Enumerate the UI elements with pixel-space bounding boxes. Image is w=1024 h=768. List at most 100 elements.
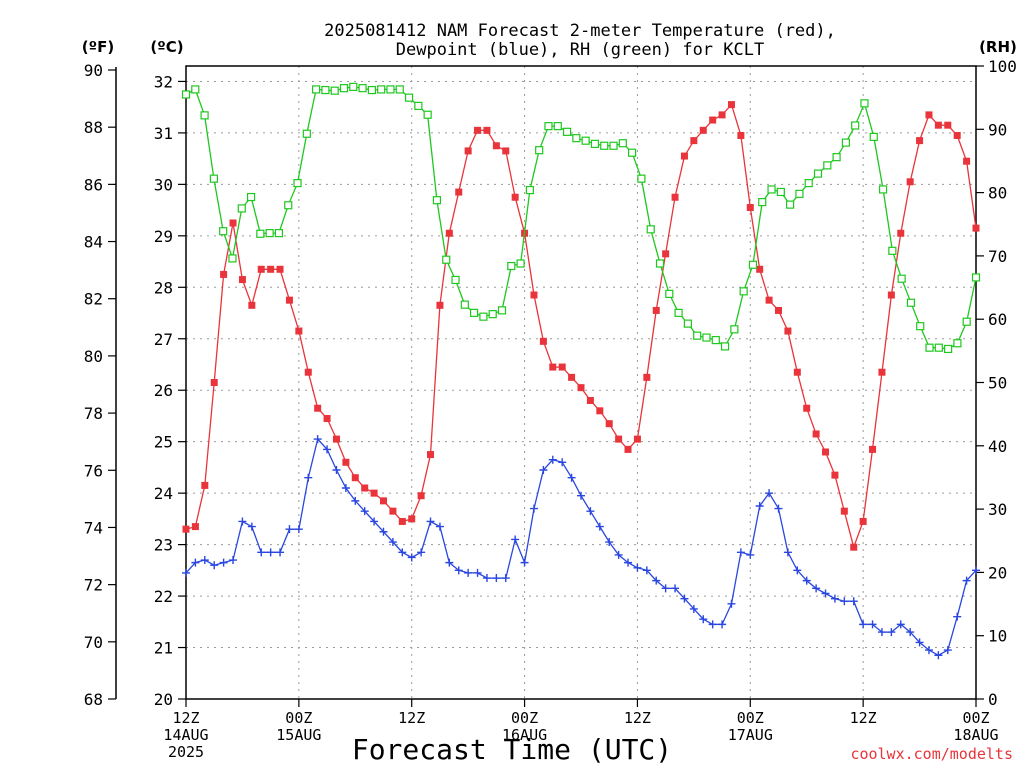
rh-point	[628, 148, 637, 157]
rh-point	[525, 185, 534, 195]
rh-tick-label: 100	[988, 57, 1017, 76]
x-tick-label: 14AUG	[163, 726, 208, 744]
rh-point	[897, 274, 906, 283]
temperature-point	[445, 229, 453, 237]
rh-point	[711, 335, 720, 345]
dewpoint-point	[924, 646, 933, 655]
rh-point	[386, 85, 395, 94]
temperature-point	[380, 497, 387, 505]
celsius-tick-label: 25	[154, 433, 173, 452]
rh-point	[739, 287, 748, 296]
temperature-point	[210, 379, 218, 386]
temperature-point	[869, 445, 877, 453]
dewpoint-point	[689, 604, 698, 613]
dewpoint-point	[464, 568, 473, 577]
temperature-point	[238, 276, 246, 284]
temperature-point	[549, 363, 557, 371]
rh-point	[841, 138, 850, 147]
celsius-unit-label: (ºC)	[150, 38, 183, 56]
rh-point	[637, 174, 646, 183]
chart-title-line1: 2025081412 NAM Forecast 2-meter Temperat…	[324, 21, 836, 41]
rh-point	[776, 187, 785, 197]
dewpoint-point	[840, 597, 849, 606]
temperature-point	[615, 435, 623, 443]
temperature-point	[812, 430, 820, 438]
dewpoint-point	[379, 527, 388, 536]
rh-point	[767, 185, 776, 194]
celsius-tick-label: 30	[154, 175, 173, 194]
temperature-point	[427, 451, 435, 459]
dewpoint-point	[934, 651, 943, 660]
temperature-point	[596, 407, 604, 415]
temperature-point	[586, 397, 594, 405]
temperature-point	[887, 291, 895, 299]
rh-point	[618, 139, 627, 148]
rh-point	[367, 85, 376, 95]
rh-point	[544, 122, 553, 131]
dewpoint-point	[633, 563, 642, 572]
rh-point	[507, 261, 516, 271]
rh-point	[906, 298, 916, 307]
rh-point	[414, 101, 423, 110]
rh-point	[442, 255, 451, 264]
dewpoint-point	[294, 525, 303, 534]
rh-point	[683, 319, 692, 328]
rh-point	[432, 196, 442, 205]
temperature-point	[840, 507, 848, 515]
rh-point	[888, 246, 897, 255]
x-tick-label: 00Z	[962, 709, 989, 727]
dewpoint-point	[614, 550, 623, 559]
grid-lines	[186, 66, 976, 699]
dewpoint-point	[219, 558, 228, 567]
dewpoint-point	[680, 594, 689, 603]
rh-point	[869, 132, 878, 141]
temperature-point	[492, 142, 500, 150]
rh-point	[590, 139, 600, 148]
temperature-point	[709, 116, 717, 124]
x-tick-label: 15AUG	[276, 726, 321, 744]
temperature-point	[568, 373, 576, 381]
rh-point	[274, 229, 284, 238]
dewpoint-point	[426, 517, 435, 526]
celsius-tick-label: 22	[154, 587, 173, 606]
temperature-point	[314, 404, 322, 412]
temperature-point	[765, 296, 773, 304]
rh-tick-label: 60	[988, 310, 1007, 329]
dewpoint-point	[247, 522, 256, 531]
temperature-point	[878, 368, 886, 376]
temperature-point	[408, 515, 416, 523]
dewpoint-point	[896, 620, 905, 629]
dewpoint-point	[708, 620, 717, 629]
fahrenheit-tick-label: 72	[84, 576, 103, 595]
x-tick-label: 00Z	[737, 709, 764, 727]
dewpoint-point	[821, 589, 830, 598]
rh-point	[395, 85, 404, 94]
temperature-point	[389, 507, 397, 515]
dewpoint-series	[182, 435, 980, 660]
dewpoint-point	[398, 548, 407, 557]
rh-point	[293, 179, 302, 188]
rh-point	[609, 141, 618, 150]
temperature-point	[850, 543, 858, 551]
dewpoint-point	[972, 566, 980, 575]
rh-point	[730, 325, 739, 334]
x-axis-title: Forecast Time (UTC)	[352, 733, 672, 766]
dewpoint-point	[539, 465, 548, 474]
dewpoint-point	[210, 561, 219, 570]
rh-point	[720, 342, 730, 351]
dewpoint-point	[548, 455, 557, 464]
celsius-tick-label: 23	[154, 536, 173, 555]
dewpoint-point	[370, 517, 379, 526]
rh-point	[562, 127, 572, 136]
dewpoint-point	[417, 548, 426, 557]
rh-point	[944, 344, 953, 354]
rh-point	[516, 259, 525, 268]
dewpoint-point	[445, 558, 454, 567]
temperature-point	[220, 270, 228, 278]
fahrenheit-tick-label: 76	[84, 461, 103, 480]
dewpoint-point	[802, 576, 811, 585]
rh-tick-label: 20	[988, 563, 1007, 582]
dewpoint-point	[765, 489, 774, 498]
temperature-point	[775, 306, 782, 314]
rh-point	[804, 179, 813, 188]
